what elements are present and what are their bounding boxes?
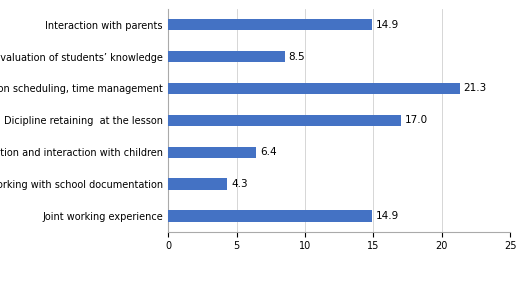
Bar: [168, 147, 256, 158]
Bar: [168, 115, 401, 126]
Bar: [168, 210, 372, 222]
Text: 4.3: 4.3: [231, 179, 248, 189]
Text: 17.0: 17.0: [405, 115, 428, 125]
Text: 21.3: 21.3: [464, 83, 487, 93]
Bar: [168, 51, 285, 62]
Bar: [168, 178, 227, 190]
Text: 8.5: 8.5: [289, 51, 305, 61]
Bar: [168, 83, 460, 94]
Text: 6.4: 6.4: [260, 147, 277, 157]
Text: 14.9: 14.9: [376, 20, 399, 30]
Bar: [168, 19, 372, 30]
Text: 14.9: 14.9: [376, 211, 399, 221]
